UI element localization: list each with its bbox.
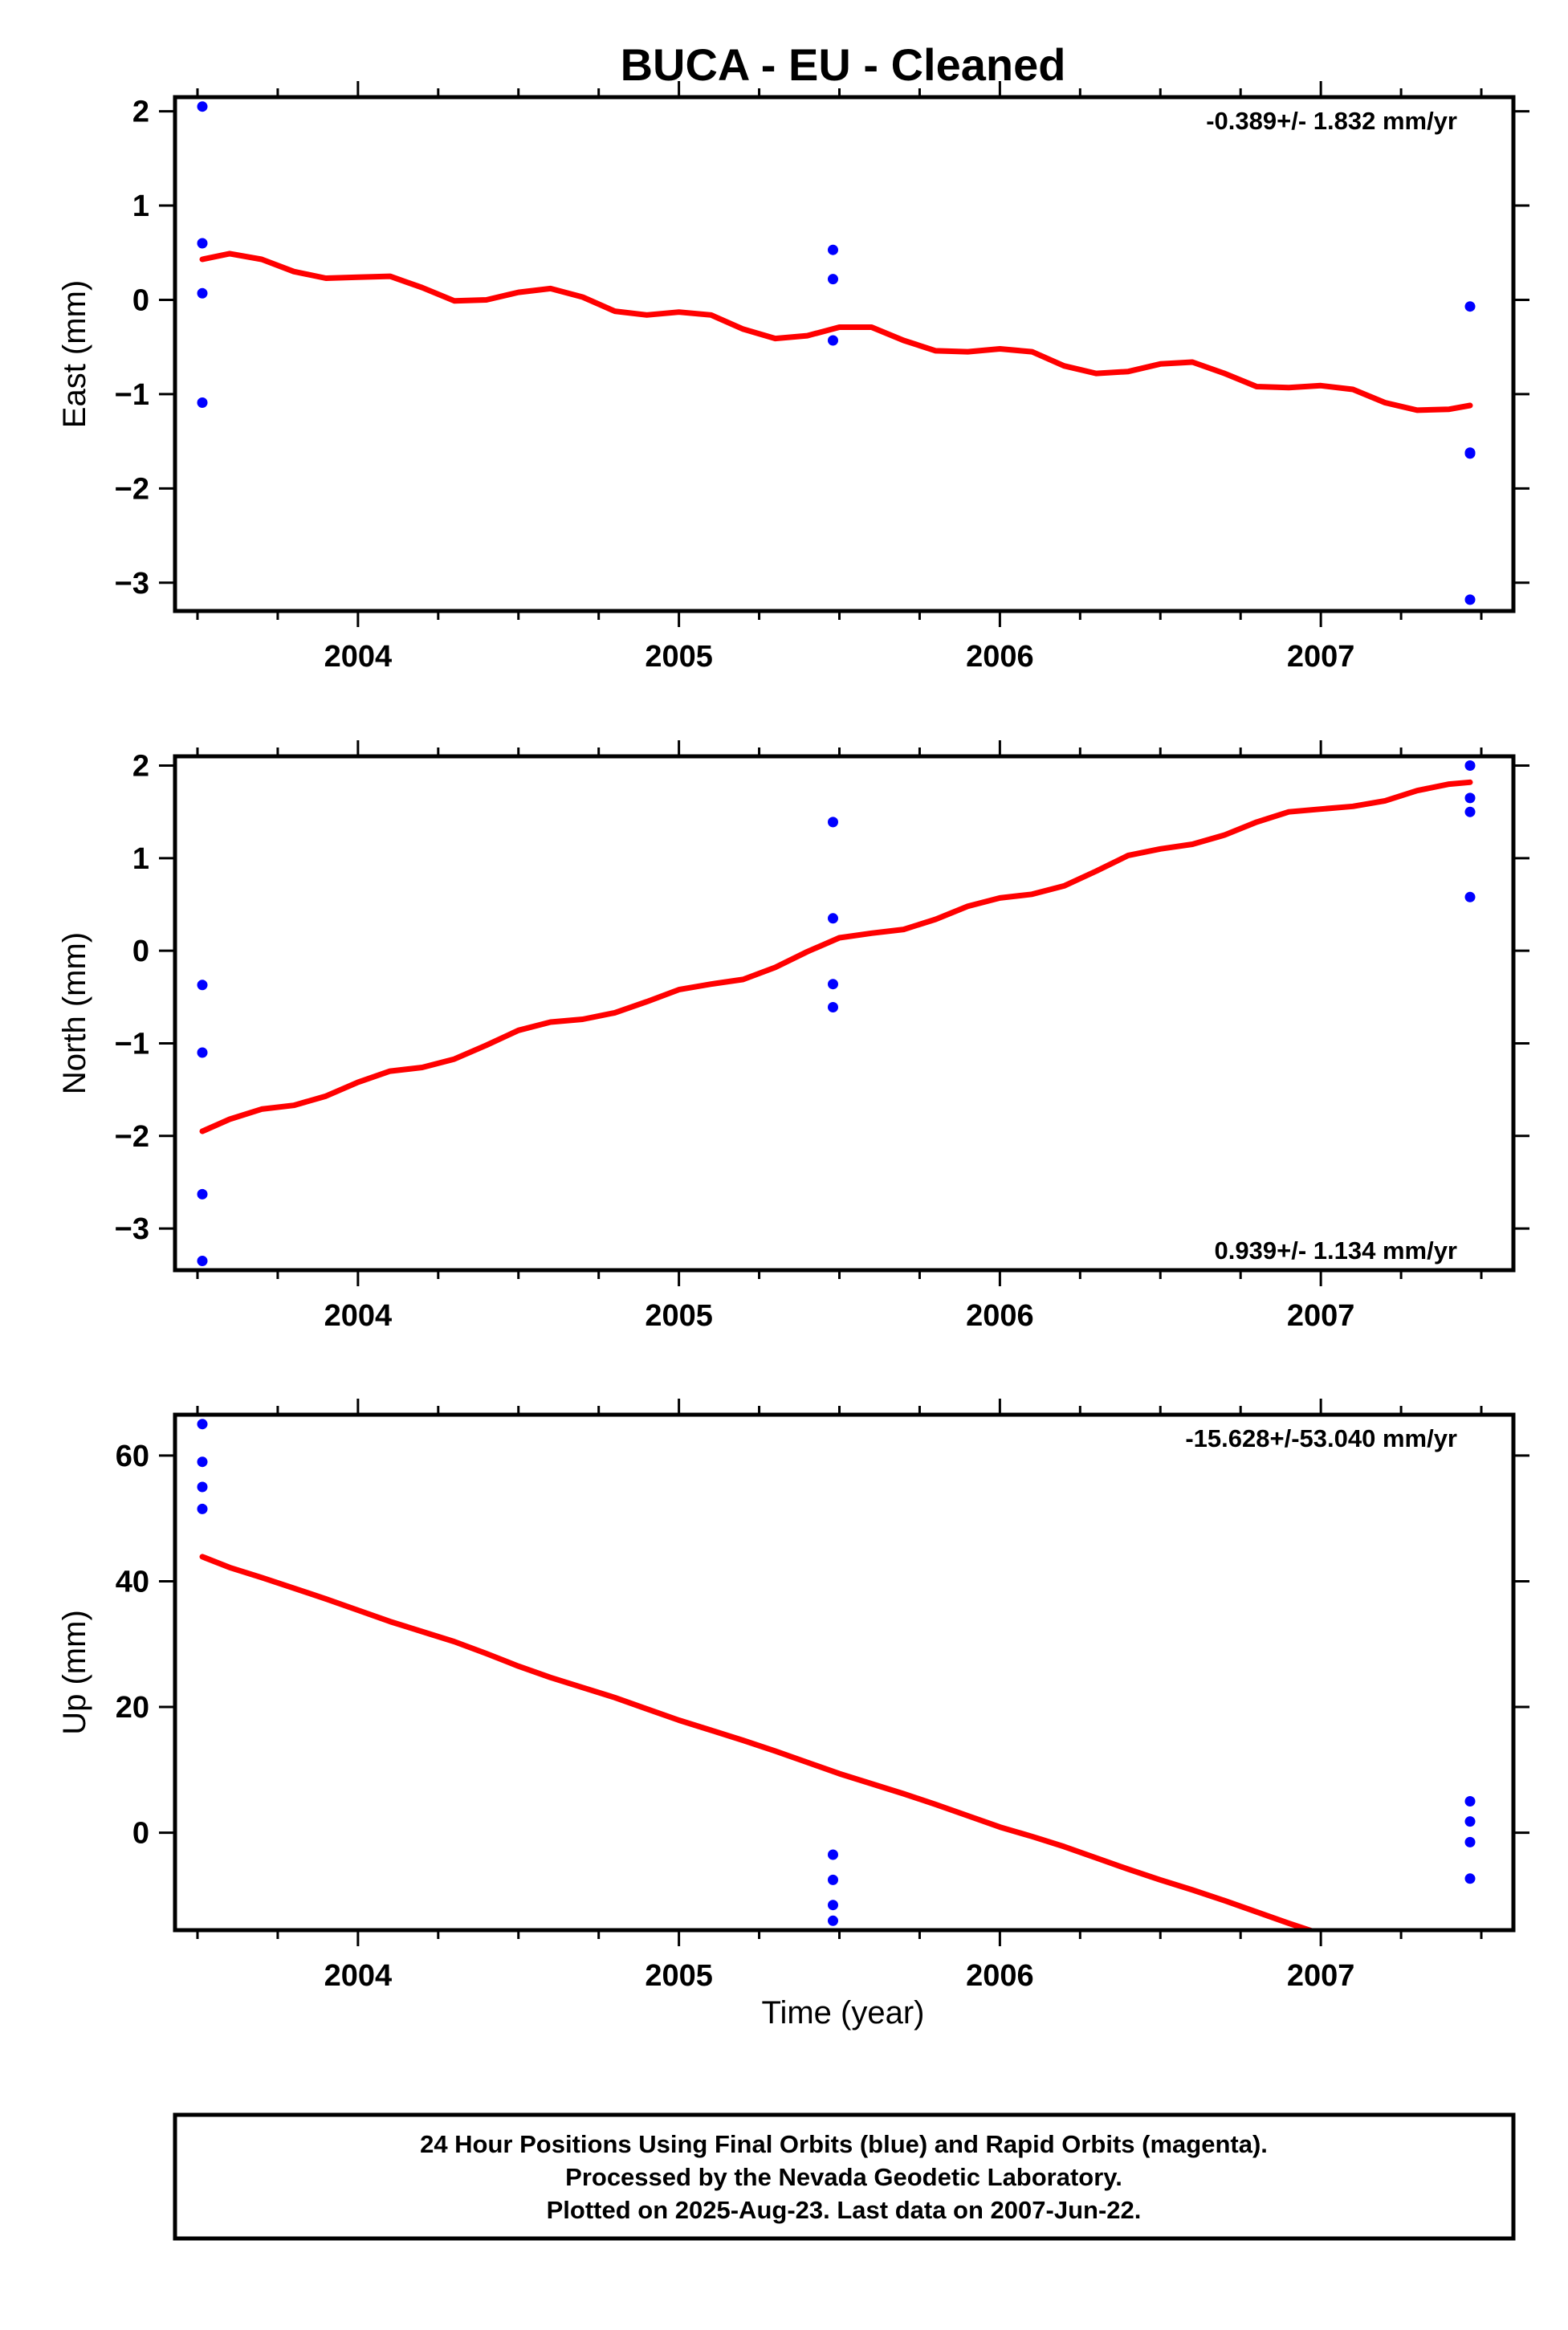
up-x-tick-label: 2004 <box>324 1959 393 1993</box>
footer-box: 24 Hour Positions Using Final Orbits (bl… <box>173 2112 1516 2241</box>
north-rate-label: 0.939+/- 1.134 mm/yr <box>1215 1236 1457 1265</box>
east-data-point <box>197 287 208 299</box>
up-data-point <box>828 1849 838 1860</box>
north-data-point <box>828 1002 838 1012</box>
north-data-point <box>1464 792 1476 804</box>
east-data-point <box>1464 594 1476 605</box>
north-y-tick-label: 2 <box>132 750 149 784</box>
east-y-tick-label: 2 <box>132 96 149 129</box>
east-minor-ticks <box>196 88 1483 620</box>
north-minor-ticks <box>196 747 1483 1279</box>
up-y-tick-label: 40 <box>116 1565 149 1599</box>
north-y-tick-label: −3 <box>115 1212 149 1246</box>
up-data-point <box>1464 1873 1476 1884</box>
figure-title: BUCA - EU - Cleaned <box>621 39 1066 90</box>
east-x-tick-label: 2007 <box>1287 640 1355 674</box>
north-data-point <box>1464 760 1476 771</box>
up-panel: 2004 2005 2006 2007 0 20 40 60 Up (mm) -15.628+/-… <box>57 1399 1529 1993</box>
north-x-tick-label: 2007 <box>1287 1299 1355 1333</box>
north-data-point <box>828 979 838 990</box>
east-rate-label: -0.389+/- 1.832 mm/yr <box>1206 107 1457 135</box>
north-y-tick-label: 1 <box>132 842 149 876</box>
east-x-tick-label: 2004 <box>324 640 393 674</box>
north-data-point <box>828 913 838 924</box>
east-data-point <box>828 244 838 255</box>
up-frame <box>173 1412 1516 1933</box>
east-y-tick-label: −1 <box>115 378 149 412</box>
up-y-tick-label: 60 <box>116 1440 149 1473</box>
up-data-point <box>828 1874 838 1885</box>
north-data <box>197 760 1476 1266</box>
north-y-tick-label: −1 <box>115 1027 149 1061</box>
footer-line-1: 24 Hour Positions Using Final Orbits (bl… <box>420 2130 1268 2158</box>
up-data-point <box>828 1900 838 1911</box>
north-x-tick-label: 2005 <box>645 1299 713 1333</box>
up-model-line <box>199 1554 1319 1930</box>
east-data-point <box>828 335 838 346</box>
east-frame <box>173 95 1516 613</box>
up-data-point <box>197 1419 208 1430</box>
up-x-tick-label: 2006 <box>966 1959 1034 1993</box>
up-y-tick-label: 0 <box>132 1817 149 1851</box>
east-y-tick-label: 0 <box>132 283 149 317</box>
up-y-tick-label: 20 <box>116 1691 149 1725</box>
north-data-point <box>197 980 208 991</box>
up-data-point <box>1464 1816 1476 1827</box>
up-data-point <box>197 1456 208 1468</box>
panels: 2004 2005 2006 2007 −3 −2 −1 0 1 2 East (mm) -0.389… <box>57 81 1529 1993</box>
up-minor-ticks <box>196 1406 1483 1939</box>
up-y-axis-label: Up (mm) <box>57 1610 92 1735</box>
east-model-line <box>199 251 1473 413</box>
east-y-tick-label: −2 <box>115 472 149 506</box>
north-data-point <box>1464 891 1476 902</box>
north-data-point <box>197 1256 208 1266</box>
north-x-tick-label: 2006 <box>966 1299 1034 1333</box>
north-y-tick-label: 0 <box>132 935 149 968</box>
north-panel: 2004 2005 2006 2007 −3 −2 −1 0 1 2 North (mm) 0.939… <box>57 740 1529 1333</box>
up-data <box>197 1419 1476 1930</box>
east-data-point <box>1464 301 1476 312</box>
east-panel: 2004 2005 2006 2007 −3 −2 −1 0 1 2 East (mm) -0.389… <box>57 81 1529 674</box>
north-y-axis-label: North (mm) <box>57 932 92 1094</box>
east-y-axis-label: East (mm) <box>57 280 92 428</box>
east-x-tick-label: 2006 <box>966 640 1034 674</box>
footer-line-2: Processed by the Nevada Geodetic Laborat… <box>565 2163 1122 2191</box>
north-frame <box>173 754 1516 1273</box>
up-data-point <box>197 1481 208 1493</box>
north-y-tick-label: −2 <box>115 1120 149 1154</box>
east-y-tick-label: −3 <box>115 567 149 601</box>
north-data-point <box>1464 806 1476 817</box>
up-data-point <box>1464 1796 1476 1807</box>
north-x-tick-label: 2004 <box>324 1299 393 1333</box>
up-data-point <box>828 1915 838 1926</box>
east-data-point <box>197 238 208 249</box>
east-x-tick-label: 2005 <box>645 640 713 674</box>
up-data-point <box>197 1503 208 1514</box>
north-data-point <box>828 817 838 828</box>
east-data-point <box>1464 448 1476 459</box>
east-data-point <box>197 397 208 408</box>
up-x-tick-label: 2005 <box>645 1959 713 1993</box>
north-data-point <box>197 1047 208 1058</box>
up-x-tick-label: 2007 <box>1287 1959 1355 1993</box>
footer-frame <box>173 2112 1516 2241</box>
up-rate-label: -15.628+/-53.040 mm/yr <box>1185 1424 1457 1452</box>
up-data-point <box>1464 1836 1476 1847</box>
east-data-point <box>828 274 838 285</box>
x-axis-label: Time (year) <box>762 1995 925 2031</box>
east-data <box>197 101 1476 605</box>
north-model-line <box>199 779 1473 1134</box>
east-y-tick-label: 1 <box>132 189 149 223</box>
footer-line-3: Plotted on 2025-Aug-23. Last data on 200… <box>547 2196 1142 2224</box>
east-data-point <box>197 101 208 112</box>
north-data-point <box>197 1188 208 1200</box>
